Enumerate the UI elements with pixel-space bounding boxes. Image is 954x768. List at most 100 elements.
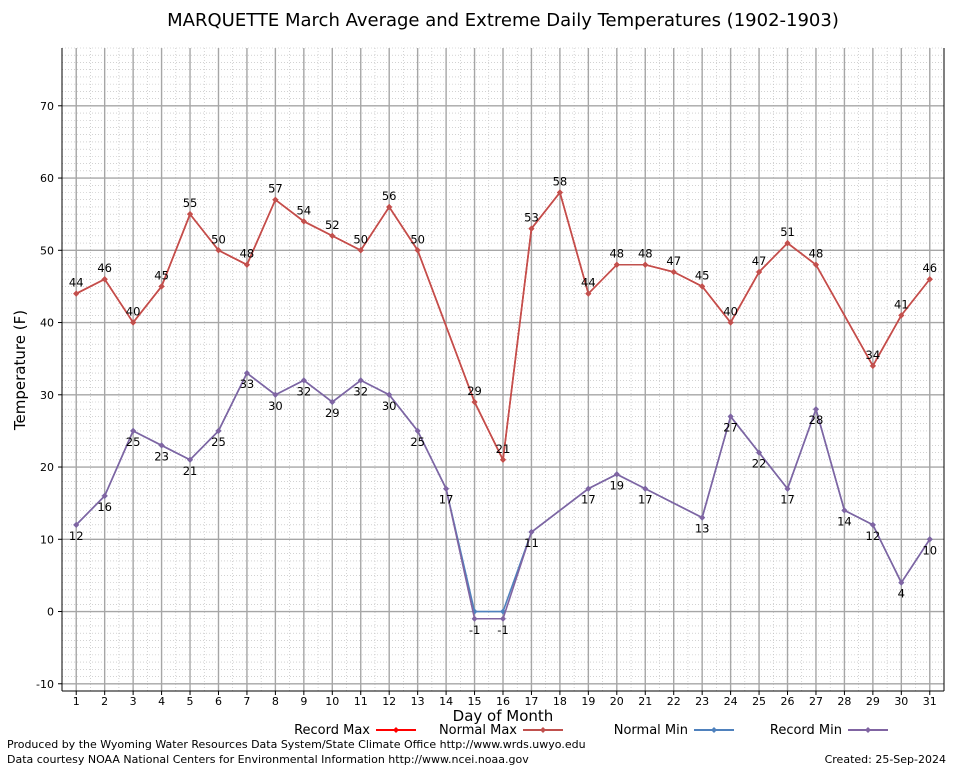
chart-title: MARQUETTE March Average and Extreme Dail… (167, 10, 839, 31)
x-tick-label: 30 (894, 695, 908, 708)
min-data-label: 17 (780, 493, 795, 507)
max-data-label: 57 (268, 182, 283, 196)
legend-swatch-marker (711, 727, 717, 733)
min-data-label: 19 (609, 478, 624, 492)
series-record-min (73, 370, 933, 622)
min-data-label: 13 (695, 522, 710, 536)
max-data-label: 45 (695, 268, 710, 282)
max-data-label: 54 (297, 203, 312, 217)
legend: Record Max Normal Max Normal Min Record Min (294, 723, 888, 738)
legend-label: Record Max (294, 723, 370, 738)
footer-created-date: Created: 25-Sep-2024 (824, 753, 946, 766)
data-point (300, 218, 307, 225)
x-tick-label: 1 (73, 695, 80, 708)
data-point (926, 536, 933, 543)
x-tick-label: 22 (667, 695, 681, 708)
data-point (869, 521, 876, 528)
y-tick-label: 40 (40, 317, 54, 330)
data-point (585, 485, 592, 492)
data-point (585, 290, 592, 297)
data-point (613, 471, 620, 478)
x-tick-label: 28 (837, 695, 851, 708)
data-point (357, 377, 364, 384)
min-data-label: 17 (581, 493, 596, 507)
data-point (727, 413, 734, 420)
data-point (187, 456, 194, 463)
y-tick-label: 30 (40, 389, 54, 402)
data-point (386, 203, 393, 210)
data-point (272, 196, 279, 203)
data-point (187, 211, 194, 218)
data-labels: 44 12 46 16 40 25 45 23 55 21 50 25 48 33 57 30 54 32 52 29… (69, 174, 937, 636)
data-point (130, 427, 137, 434)
data-point (414, 247, 421, 254)
min-data-label: -1 (469, 623, 480, 637)
data-point (841, 507, 848, 514)
x-tick-label: 9 (300, 695, 307, 708)
min-data-label: 21 (183, 464, 198, 478)
data-point (243, 261, 250, 268)
x-tick-label: 11 (354, 695, 368, 708)
y-tick-label: -10 (36, 678, 54, 691)
data-point (471, 399, 478, 406)
y-tick-label: 70 (40, 100, 54, 113)
y-tick-label: 50 (40, 244, 54, 257)
y-axis-label: Temperature (F) (11, 310, 29, 431)
min-data-label: 33 (240, 377, 255, 391)
x-tick-label: 29 (866, 695, 880, 708)
min-data-label: 30 (268, 399, 283, 413)
data-point (215, 247, 222, 254)
y-tick-label: 20 (40, 461, 54, 474)
max-data-label: 53 (524, 211, 539, 225)
x-tick-label: 6 (215, 695, 222, 708)
max-data-label: 44 (69, 276, 84, 290)
data-point (272, 391, 279, 398)
data-point (784, 485, 791, 492)
series-normal-max (73, 189, 933, 463)
data-point (642, 485, 649, 492)
data-point (101, 492, 108, 499)
data-point (613, 261, 620, 268)
max-data-label: 46 (97, 261, 112, 275)
x-tick-label: 10 (325, 695, 339, 708)
x-axis-label: Day of Month (453, 707, 554, 725)
x-tick-label: 14 (439, 695, 453, 708)
data-point (443, 485, 450, 492)
data-point (756, 449, 763, 456)
max-data-label: 48 (638, 247, 653, 261)
data-point (756, 268, 763, 275)
data-point (101, 276, 108, 283)
data-point (215, 427, 222, 434)
min-data-label: 27 (723, 420, 738, 434)
legend-swatch-marker (393, 727, 399, 733)
data-point (784, 240, 791, 247)
x-tick-label: 5 (187, 695, 194, 708)
data-point (898, 312, 905, 319)
legend-item: Record Min (770, 723, 888, 738)
x-tick-label: 8 (272, 695, 279, 708)
max-data-label: 47 (752, 254, 767, 268)
min-data-label: 17 (638, 493, 653, 507)
max-data-label: 40 (126, 305, 141, 319)
x-tick-label: 27 (809, 695, 823, 708)
data-point (500, 456, 506, 463)
data-point (727, 319, 734, 326)
min-data-label: 17 (439, 493, 454, 507)
min-data-label: 25 (410, 435, 425, 449)
data-point (528, 529, 535, 536)
data-point (898, 579, 905, 586)
data-point (926, 276, 933, 283)
data-point (300, 377, 307, 384)
data-point (329, 232, 336, 239)
min-data-label: 29 (325, 406, 340, 420)
min-data-label: 11 (524, 536, 539, 550)
max-data-label: 58 (553, 174, 568, 188)
max-data-label: 29 (467, 384, 482, 398)
data-point (500, 615, 506, 622)
legend-item: Normal Min (614, 723, 734, 738)
data-point (670, 268, 677, 275)
x-tick-label: 16 (496, 695, 510, 708)
data-point (130, 319, 137, 326)
